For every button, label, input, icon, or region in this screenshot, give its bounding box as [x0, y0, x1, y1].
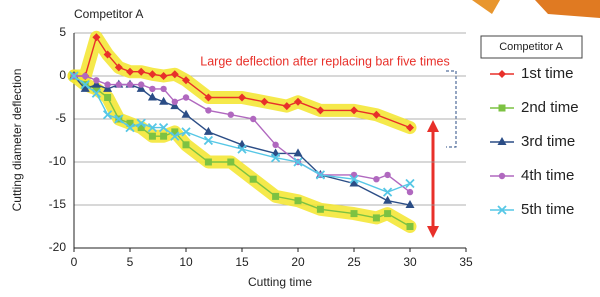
x-tick-label: 30 [403, 255, 417, 269]
x-tick-label: 20 [291, 255, 305, 269]
legend-marker [499, 173, 505, 179]
marker [160, 133, 167, 140]
marker [407, 223, 414, 230]
marker [373, 176, 379, 182]
marker [205, 107, 211, 113]
bracket [446, 71, 456, 147]
marker [295, 197, 302, 204]
x-tick-label: 10 [179, 255, 193, 269]
marker [384, 210, 391, 217]
marker [104, 81, 110, 87]
marker [160, 86, 166, 92]
marker [407, 189, 413, 195]
marker [204, 127, 213, 135]
marker [138, 81, 144, 87]
legend-label: 2nd time [521, 99, 579, 116]
marker [272, 193, 279, 200]
marker [384, 172, 390, 178]
marker [182, 110, 191, 118]
marker [373, 214, 380, 221]
marker [205, 159, 212, 166]
tool-image [472, 0, 500, 14]
legend-title: Competitor A [499, 41, 563, 53]
marker [272, 142, 278, 148]
marker [228, 112, 234, 118]
marker [250, 116, 256, 122]
legend-label: 3rd time [521, 133, 575, 150]
legend-marker [498, 137, 507, 145]
y-tick-label: 0 [59, 68, 66, 82]
legend-label: 1st time [521, 65, 574, 82]
y-tick-label: -5 [55, 111, 66, 125]
marker [172, 99, 178, 105]
marker [351, 210, 358, 217]
marker [93, 77, 99, 83]
legend-label: 4th time [521, 167, 574, 184]
y-tick-label: -20 [49, 240, 67, 254]
y-tick-label: -15 [49, 197, 67, 211]
chart-title: Competitor A [74, 7, 143, 21]
legend-marker [499, 105, 506, 112]
x-tick-label: 25 [347, 255, 361, 269]
x-tick-label: 15 [235, 255, 249, 269]
marker [384, 188, 392, 196]
marker [317, 206, 324, 213]
marker [116, 81, 122, 87]
marker [149, 86, 155, 92]
y-tick-label: 5 [59, 25, 66, 39]
marker [82, 73, 88, 79]
marker [183, 141, 190, 148]
marker [227, 159, 234, 166]
x-axis-label: Cutting time [248, 275, 312, 289]
highlight-band [74, 37, 410, 127]
deflection-arrow [427, 120, 439, 238]
marker [149, 133, 156, 140]
legend-marker [498, 70, 506, 78]
marker [148, 93, 157, 101]
y-tick-label: -10 [49, 154, 67, 168]
marker [250, 176, 257, 183]
marker [127, 81, 133, 87]
legend-label: 5th time [521, 201, 574, 218]
x-tick-label: 35 [459, 255, 473, 269]
marker [183, 94, 189, 100]
marker [104, 94, 111, 101]
chart: Competitor A Large deflection after repl… [0, 0, 600, 297]
marker [406, 180, 414, 188]
y-axis-label: Cutting diameter deflection [10, 69, 24, 212]
tool-image [535, 0, 600, 18]
marker [294, 148, 303, 156]
x-tick-label: 5 [127, 255, 134, 269]
x-tick-label: 0 [71, 255, 78, 269]
annotation: Large deflection after replacing bar fiv… [200, 54, 449, 68]
